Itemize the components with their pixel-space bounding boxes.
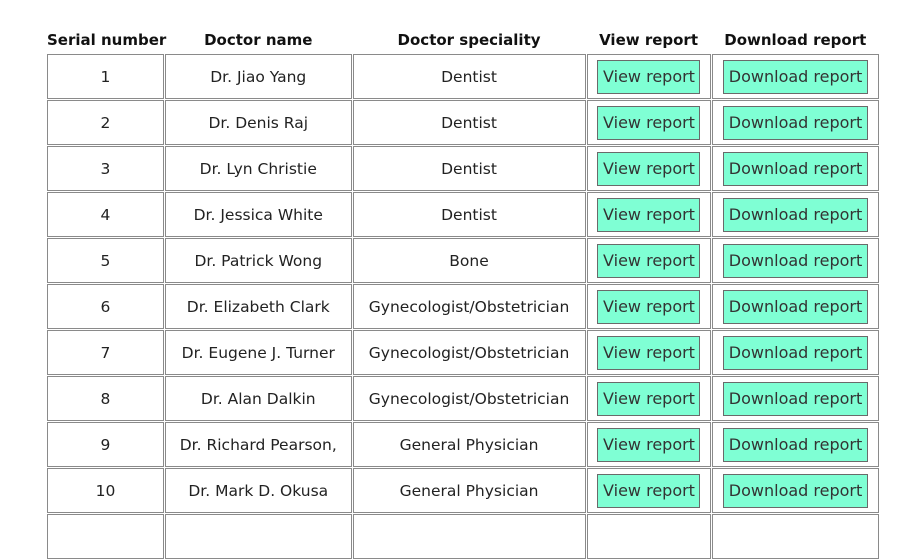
view-report-cell: View report [586,192,711,237]
table-row: 6 Dr. Elizabeth Clark Gynecologist/Obstetr… [47,284,879,329]
download-report-cell: Download report [711,376,879,421]
serial-number-cell: 8 [47,376,164,421]
table-row: 4 Dr. Jessica White Dentist View report Down… [47,192,879,237]
table-row: 3 Dr. Lyn Christie Dentist View report Downl… [47,146,879,191]
table-row: 9 Dr. Richard Pearson, General Physician Vi… [47,422,879,467]
table-row: 7 Dr. Eugene J. Turner Gynecologist/Obstet… [47,330,879,375]
header-serial-number: Serial number [47,31,167,49]
doctor-speciality-cell [352,514,586,559]
table-row: 8 Dr. Alan Dalkin Gynecologist/Obstetricia… [47,376,879,421]
view-report-cell [586,514,711,559]
doctor-speciality-cell: Gynecologist/Obstetrician [352,330,586,375]
doctor-speciality-cell: Bone [352,238,586,283]
header-doctor-name: Doctor name [204,31,313,49]
download-report-button[interactable]: Download report [722,105,868,140]
table-header: Serial number Doctor name Doctor special… [47,27,879,53]
doctor-name-cell: Dr. Patrick Wong [164,238,352,283]
download-report-cell: Download report [711,284,879,329]
doctor-name-cell [164,514,352,559]
view-report-cell: View report [586,238,711,283]
doctor-speciality-cell: Dentist [352,192,586,237]
view-report-cell: View report [586,284,711,329]
download-report-button[interactable]: Download report [722,335,868,370]
header-view-report: View report [599,31,698,49]
view-report-button[interactable]: View report [597,105,701,140]
doctor-speciality-cell: General Physician [352,422,586,467]
download-report-cell: Download report [711,468,879,513]
download-report-cell: Download report [711,146,879,191]
doctor-name-cell: Dr. Eugene J. Turner [164,330,352,375]
serial-number-cell: 1 [47,54,164,99]
download-report-cell: Download report [711,238,879,283]
serial-number-cell: 6 [47,284,164,329]
doctor-name-cell: Dr. Alan Dalkin [164,376,352,421]
download-report-button[interactable]: Download report [722,427,868,462]
view-report-button[interactable]: View report [597,335,701,370]
view-report-button[interactable]: View report [597,151,701,186]
view-report-button[interactable]: View report [597,473,701,508]
table-row [47,514,879,559]
view-report-button[interactable]: View report [597,427,701,462]
doctor-speciality-cell: General Physician [352,468,586,513]
header-download-report: Download report [724,31,867,49]
doctor-name-cell: Dr. Jiao Yang [164,54,352,99]
view-report-cell: View report [586,54,711,99]
serial-number-cell: 4 [47,192,164,237]
table-body: 1 Dr. Jiao Yang Dentist View report Download… [47,54,879,559]
view-report-cell: View report [586,468,711,513]
doctor-name-cell: Dr. Mark D. Okusa [164,468,352,513]
table-row: 5 Dr. Patrick Wong Bone View report Download… [47,238,879,283]
view-report-button[interactable]: View report [597,289,701,324]
download-report-cell: Download report [711,192,879,237]
table-row: 1 Dr. Jiao Yang Dentist View report Download… [47,54,879,99]
view-report-button[interactable]: View report [597,243,701,278]
serial-number-cell [47,514,164,559]
download-report-button[interactable]: Download report [722,243,868,278]
download-report-cell: Download report [711,330,879,375]
download-report-cell: Download report [711,54,879,99]
serial-number-cell: 2 [47,100,164,145]
serial-number-cell: 5 [47,238,164,283]
table-row: 2 Dr. Denis Raj Dentist View report Download… [47,100,879,145]
view-report-cell: View report [586,330,711,375]
view-report-button[interactable]: View report [597,59,701,94]
header-doctor-speciality: Doctor speciality [397,31,541,49]
doctor-name-cell: Dr. Denis Raj [164,100,352,145]
reports-table-container: Serial number Doctor name Doctor special… [46,26,880,560]
view-report-cell: View report [586,100,711,145]
download-report-button[interactable]: Download report [722,473,868,508]
doctor-reports-table: Serial number Doctor name Doctor special… [46,26,880,560]
view-report-cell: View report [586,422,711,467]
serial-number-cell: 9 [47,422,164,467]
download-report-button[interactable]: Download report [722,59,868,94]
doctor-name-cell: Dr. Elizabeth Clark [164,284,352,329]
download-report-button[interactable]: Download report [722,381,868,416]
download-report-cell: Download report [711,100,879,145]
view-report-cell: View report [586,146,711,191]
serial-number-cell: 10 [47,468,164,513]
doctor-speciality-cell: Dentist [352,146,586,191]
doctor-speciality-cell: Gynecologist/Obstetrician [352,376,586,421]
doctor-name-cell: Dr. Jessica White [164,192,352,237]
download-report-button[interactable]: Download report [722,151,868,186]
doctor-name-cell: Dr. Richard Pearson, [164,422,352,467]
view-report-button[interactable]: View report [597,197,701,232]
doctor-speciality-cell: Gynecologist/Obstetrician [352,284,586,329]
header-row: Serial number Doctor name Doctor special… [47,27,879,53]
serial-number-cell: 7 [47,330,164,375]
doctor-speciality-cell: Dentist [352,54,586,99]
view-report-button[interactable]: View report [597,381,701,416]
download-report-button[interactable]: Download report [722,197,868,232]
doctor-name-cell: Dr. Lyn Christie [164,146,352,191]
doctor-speciality-cell: Dentist [352,100,586,145]
download-report-cell: Download report [711,422,879,467]
table-row: 10 Dr. Mark D. Okusa General Physician View… [47,468,879,513]
serial-number-cell: 3 [47,146,164,191]
view-report-cell: View report [586,376,711,421]
download-report-cell [711,514,879,559]
download-report-button[interactable]: Download report [722,289,868,324]
